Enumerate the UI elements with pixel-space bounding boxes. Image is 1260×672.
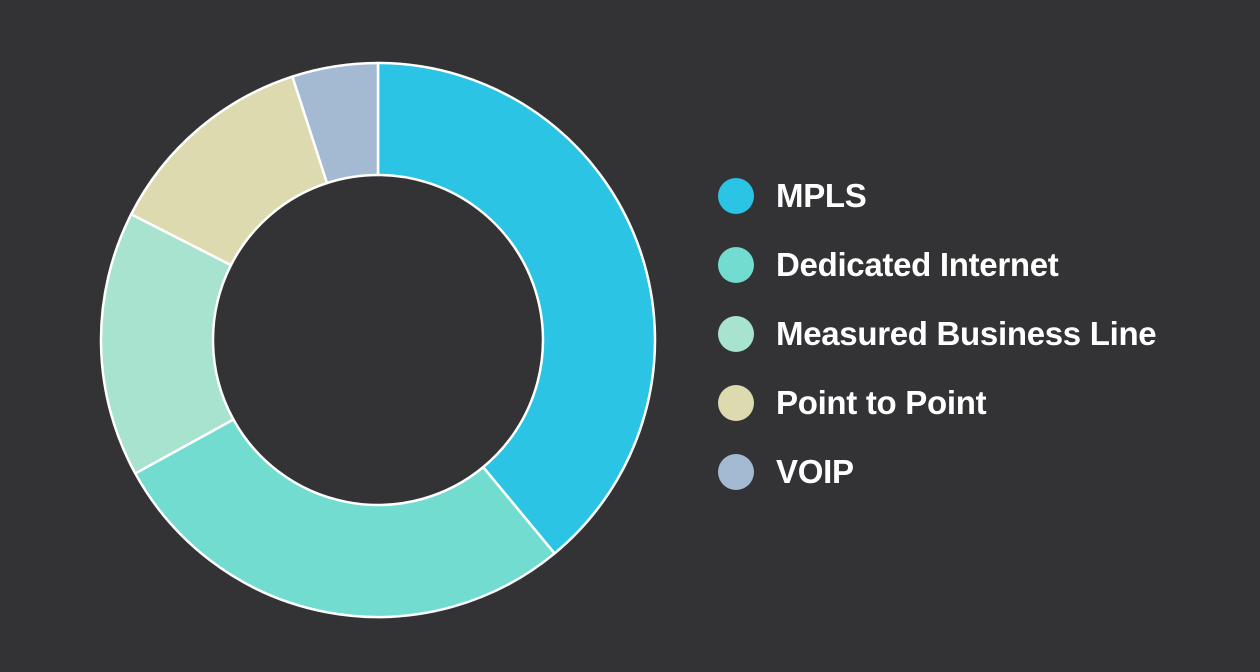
legend-label: Measured Business Line	[776, 314, 1157, 352]
legend-item-dedicated-internet[interactable]: Dedicated Internet	[718, 230, 1156, 299]
legend-label: Dedicated Internet	[776, 245, 1059, 283]
legend-swatch-icon	[718, 315, 754, 352]
legend-label: VOIP	[776, 452, 854, 490]
slice-dedicated-internet[interactable]	[134, 418, 556, 619]
legend-swatch-icon	[718, 453, 754, 490]
chart-legend: MPLS Dedicated Internet Measured Busines…	[718, 161, 1157, 506]
legend-item-point-to-point[interactable]: Point to Point	[718, 368, 1156, 437]
legend-swatch-icon	[718, 384, 754, 421]
donut-slices	[99, 61, 657, 619]
legend-label: Point to Point	[776, 383, 987, 421]
slice-voip[interactable]	[291, 61, 380, 185]
donut-chart	[99, 61, 657, 619]
legend-item-measured-business-line[interactable]: Measured Business Line	[718, 299, 1157, 368]
slice-mpls[interactable]	[376, 61, 657, 555]
legend-item-mpls[interactable]: MPLS	[718, 161, 1156, 230]
legend-swatch-icon	[718, 246, 754, 283]
legend-swatch-icon	[718, 177, 754, 214]
legend-item-voip[interactable]: VOIP	[718, 437, 1156, 506]
legend-label: MPLS	[776, 176, 867, 214]
